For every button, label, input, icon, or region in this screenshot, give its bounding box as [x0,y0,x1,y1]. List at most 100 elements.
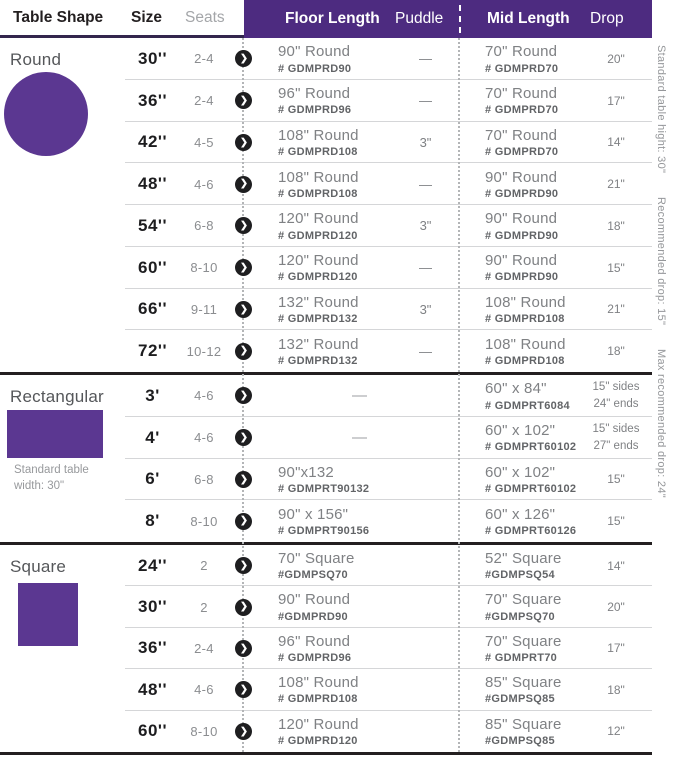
seats-value: 6-8 [194,471,214,487]
mid-part-number: # GDMPRD90 [485,271,559,284]
mid-length-value: 60" x 84" [485,380,547,398]
mid-length-cell: 85" Square #GDMPSQ85 [460,669,590,710]
arrow-right-icon: ❯ [235,217,252,235]
table-row: 36'' 2-4 ❯ 96" Round # GDMPRD96 — 70" Rou… [0,80,652,122]
floor-part-number: # GDMPRD120 [278,271,358,284]
size-value: 66'' [138,299,167,319]
floor-length-value: 132" Round [278,335,359,353]
arrow-right-icon: ❯ [235,342,252,360]
arrow-right-icon: ❯ [235,722,252,740]
note-recommended-drop: Recommended drop: 15" [655,197,667,326]
puddle-value: — [419,51,432,67]
mid-length-value: 70" Round [485,85,558,102]
seats-value: 4-5 [194,134,214,150]
chart-body: Round 30'' 2-4 ❯ 90" Round # GDMPRD90 — 7… [0,38,679,755]
table-row: 72'' 10-12 ❯ 132" Round # GDMPRD132 — 108… [0,330,652,372]
section-label-square: Square [10,557,67,576]
drop-value: 18" [607,218,625,233]
floor-length-cell: 96" Round # GDMPRD96 [259,628,391,669]
arrow-right-icon: ❯ [235,175,252,193]
floor-length-cell: 90"x132 # GDMPRT90132 [259,459,391,501]
puddle-value [391,545,460,586]
size-value: 36'' [138,638,167,658]
drop-value: 18" [607,682,625,697]
puddle-value [391,711,460,752]
table-row: 4' 4-6 ❯ — 60" x 102" # GDMPRT60102 15" s… [0,417,652,459]
size-value: 30'' [138,597,167,617]
floor-length-cell: 70" Square #GDMPSQ70 [259,545,391,586]
floor-length-value: 96" Round [278,85,351,102]
square-table-shape-icon [18,583,78,646]
size-value: 6' [145,469,160,489]
drop-value: 15" [607,514,625,529]
puddle-value: — [419,343,432,359]
mid-part-number: # GDMPRD70 [485,104,559,117]
floor-length-value: 96" Round [278,632,351,650]
mid-part-number: #GDMPSQ70 [485,610,555,623]
seats-value: 2-4 [194,640,214,656]
table-row: 8' 8-10 ❯ 90" x 156" # GDMPRT90156 60" x … [0,500,652,542]
drop-value: 21" [607,177,625,192]
mid-part-number: # GDMPRD90 [485,187,559,200]
table-row: 30'' 2 ❯ 90" Round #GDMPRD90 70" Square #G… [0,586,652,629]
seats-value: 10-12 [186,343,222,359]
arrow-right-icon: ❯ [235,470,252,488]
side-notes: Standard table hight: 30" Recommended dr… [655,45,667,498]
mid-length-cell: 70" Round # GDMPRD70 [460,122,590,164]
arrow-right-icon: ❯ [235,133,252,151]
table-row: 36'' 2-4 ❯ 96" Round # GDMPRD96 70" Squar… [0,628,652,670]
size-value: 60'' [138,721,167,741]
mid-length-value: 90" Round [485,252,558,269]
arrow-right-icon: ❯ [235,50,252,68]
mid-length-cell: 70" Square #GDMPSQ70 [460,586,590,627]
seats-value: 8-10 [190,260,218,276]
floor-length-value: 90" x 156" [278,505,349,523]
mid-length-cell: 90" Round # GDMPRD90 [460,205,590,247]
floor-length-empty-dash: — [352,429,367,447]
mid-part-number: # GDMPRD70 [485,146,559,158]
seats-value: 4-6 [194,682,214,698]
mid-length-value: 85" Square [485,715,562,733]
size-value: 8' [145,511,160,531]
puddle-value [391,459,460,501]
mid-part-number: # GDMPRT60102 [485,483,577,495]
floor-length-cell: 132" Round # GDMPRD132 [259,330,391,372]
arrow-right-icon: ❯ [235,557,252,575]
section-rectangular: Rectangular Standard table width: 30" 3'… [0,375,652,545]
seats-value: 6-8 [194,218,214,234]
floor-part-number: # GDMPRD132 [278,313,358,325]
mid-length-cell: 60" x 102" # GDMPRT60102 [460,459,590,501]
size-value: 60'' [138,257,167,277]
mid-length-value: 70" Round [485,43,558,61]
note-max-drop: Max recommended drop: 24" [655,349,667,499]
seats-value: 8-10 [190,723,218,739]
puddle-value: — [419,260,432,276]
mid-length-value: 60" x 126" [485,505,556,523]
col-header-mid-length: Mid Length [487,10,570,27]
drop-value: 15" sides 27" ends [592,422,640,452]
mid-part-number: #GDMPSQ85 [485,734,555,747]
size-value: 4' [145,427,160,447]
seats-value: 2-4 [194,93,214,109]
mid-length-cell: 60" x 126" # GDMPRT60126 [460,500,590,542]
mid-length-value: 60" x 102" [485,422,556,439]
mid-length-cell: 90" Round # GDMPRD90 [460,163,590,205]
col-header-drop: Drop [590,10,624,27]
floor-length-cell: 120" Round # GDMPRD120 [259,205,391,247]
size-value: 72'' [138,341,167,361]
size-value: 30'' [138,48,167,68]
mid-length-value: 90" Round [485,210,558,228]
dotted-divider-mid [458,38,460,752]
arrow-right-icon: ❯ [235,92,252,110]
size-value: 36'' [138,90,167,110]
mid-length-value: 90" Round [485,168,558,186]
size-value: 42'' [138,132,167,152]
col-header-seats: Seats [185,9,225,26]
mid-length-value: 60" x 102" [485,463,556,481]
seats-value: 2-4 [194,51,214,67]
floor-length-cell: 108" Round # GDMPRD108 [259,669,391,710]
mid-length-value: 108" Round [485,293,566,311]
size-value: 3' [145,385,160,405]
table-row: 6' 6-8 ❯ 90"x132 # GDMPRT90132 60" x 102"… [0,459,652,501]
